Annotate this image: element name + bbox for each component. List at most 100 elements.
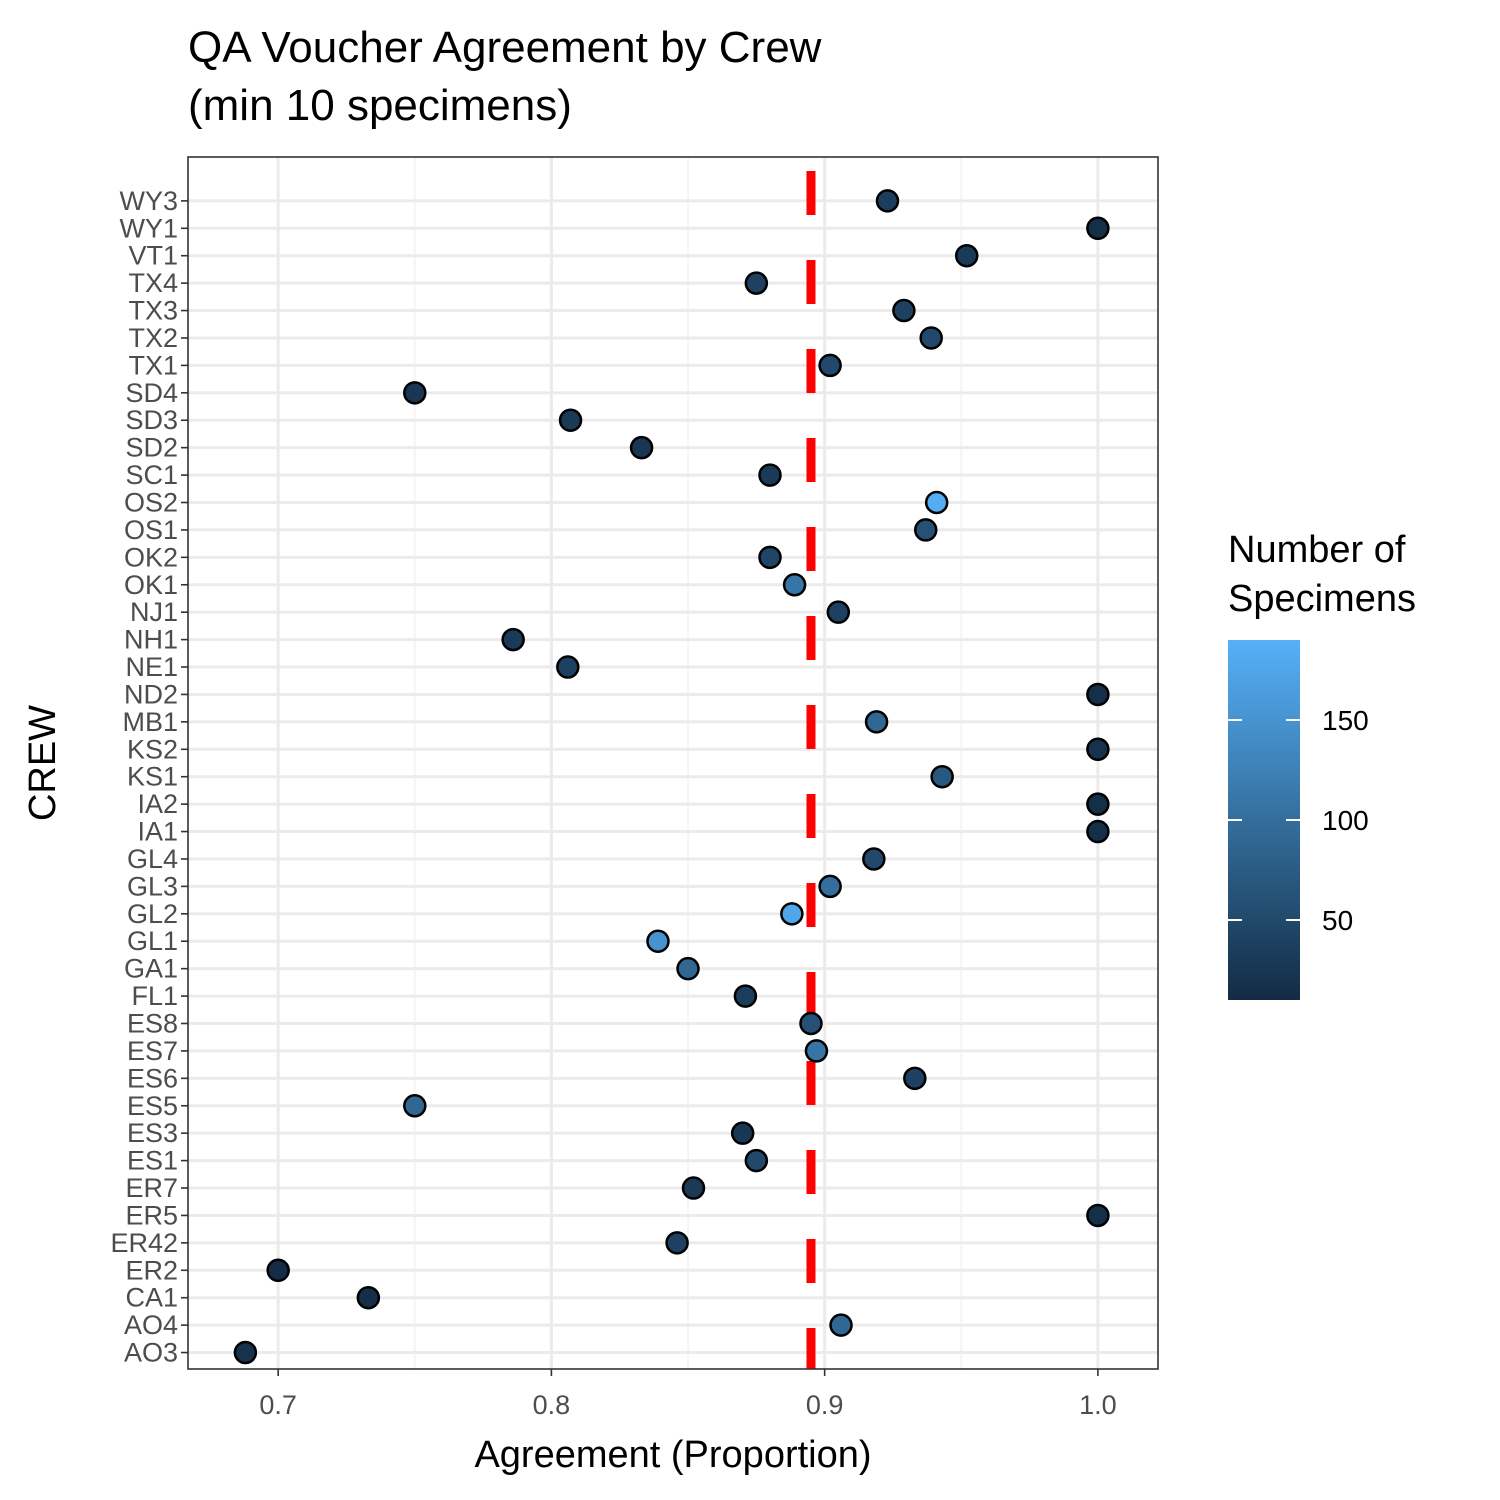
data-point-es7 <box>804 1039 829 1063</box>
data-point-vt1 <box>954 243 979 268</box>
data-point-nj1 <box>826 600 851 624</box>
data-point-es3 <box>730 1121 755 1145</box>
data-point-es1 <box>744 1148 769 1173</box>
data-point-tx4 <box>744 271 769 295</box>
data-point-tx2 <box>919 326 943 350</box>
y-tick-label: FL1 <box>131 981 178 1011</box>
y-tick-label: KS1 <box>127 762 178 792</box>
y-tick-label: ER2 <box>125 1255 178 1285</box>
y-tick-label: TX3 <box>128 296 178 326</box>
data-point-os1 <box>913 518 938 542</box>
data-point-ga1 <box>676 956 700 981</box>
data-point-ia2 <box>1086 792 1110 816</box>
data-point-ok1 <box>782 573 807 597</box>
y-tick-label: GL2 <box>127 899 178 929</box>
data-points <box>233 189 1110 1365</box>
chart-title-line2: (min 10 specimens) <box>188 81 572 130</box>
y-tick-label: NJ1 <box>130 597 178 627</box>
data-point-nh1 <box>501 627 525 652</box>
y-tick-label: ES6 <box>127 1063 178 1093</box>
y-tick-label: MB1 <box>122 707 178 737</box>
legend-title-line1: Number of <box>1228 529 1406 571</box>
data-point-ks1 <box>930 764 954 789</box>
y-axis-title: CREW <box>22 705 64 821</box>
y-tick-label: KS2 <box>127 734 178 764</box>
y-tick-label: WY1 <box>119 213 178 243</box>
data-point-sd4 <box>403 381 427 405</box>
y-tick-label: ES1 <box>127 1146 178 1176</box>
y-tick-label: OK1 <box>124 570 178 600</box>
y-tick-label: IA2 <box>137 789 178 819</box>
data-point-wy3 <box>875 189 900 213</box>
data-point-sd2 <box>629 435 654 460</box>
y-tick-label: SD2 <box>125 433 178 463</box>
y-axis-ticks: AO3AO4CA1ER2ER42ER5ER7ES1ES3ES5ES6ES7ES8… <box>110 186 188 1368</box>
y-tick-label: TX2 <box>128 323 178 353</box>
y-tick-label: SD3 <box>125 405 178 435</box>
x-axis-title: Agreement (Proportion) <box>474 1434 871 1476</box>
data-point-es6 <box>903 1066 927 1091</box>
data-point-os2 <box>924 490 949 515</box>
y-tick-label: TX4 <box>128 268 178 298</box>
y-tick-label: ES5 <box>127 1091 178 1121</box>
data-point-ia1 <box>1086 819 1110 844</box>
y-tick-label: ES8 <box>127 1008 178 1038</box>
legend-tick-label: 100 <box>1322 805 1369 836</box>
y-tick-label: ER42 <box>110 1228 178 1258</box>
y-tick-label: ND2 <box>124 679 178 709</box>
data-point-es8 <box>799 1011 823 1036</box>
data-point-ca1 <box>356 1285 381 1310</box>
data-point-er2 <box>266 1258 290 1283</box>
y-tick-label: OS1 <box>124 515 178 545</box>
data-point-ao3 <box>233 1340 258 1365</box>
x-tick-label: 1.0 <box>1079 1390 1117 1420</box>
data-point-fl1 <box>733 984 758 1008</box>
data-point-mb1 <box>864 710 889 734</box>
y-tick-label: CA1 <box>125 1283 178 1313</box>
data-point-gl2 <box>780 902 804 926</box>
y-tick-label: TX1 <box>128 350 178 380</box>
data-point-tx3 <box>892 298 916 323</box>
x-tick-label: 0.8 <box>533 1390 571 1420</box>
y-tick-label: GL3 <box>127 871 178 901</box>
legend-title-line2: Specimens <box>1228 578 1416 620</box>
y-tick-label: NH1 <box>124 625 178 655</box>
data-point-nd2 <box>1086 682 1110 707</box>
data-point-gl4 <box>862 847 886 871</box>
y-tick-label: OS2 <box>124 488 178 518</box>
data-point-wy1 <box>1086 216 1110 241</box>
y-tick-label: IA1 <box>137 817 178 847</box>
chart-title-line1: QA Voucher Agreement by Crew <box>188 23 822 72</box>
x-tick-label: 0.7 <box>259 1390 297 1420</box>
y-tick-label: AO3 <box>124 1338 178 1368</box>
data-point-ne1 <box>556 655 580 679</box>
y-tick-label: GL4 <box>127 844 178 874</box>
y-tick-label: WY3 <box>119 186 178 216</box>
y-tick-label: ER5 <box>125 1200 178 1230</box>
plot-border <box>187 156 1159 1370</box>
y-tick-label: OK2 <box>124 542 178 572</box>
data-point-ks2 <box>1086 737 1110 762</box>
data-point-ok2 <box>758 545 782 570</box>
legend-tick-label: 50 <box>1322 905 1353 936</box>
plot-panel <box>188 157 1158 1369</box>
y-tick-label: AO4 <box>124 1310 178 1340</box>
data-point-ao4 <box>829 1313 853 1337</box>
y-tick-label: SC1 <box>125 460 178 490</box>
gridlines <box>188 157 1158 1369</box>
data-point-sc1 <box>758 463 782 487</box>
y-tick-label: ES3 <box>127 1118 178 1148</box>
legend-ticks: 50 100 150 <box>1228 705 1369 936</box>
data-point-tx1 <box>818 353 842 378</box>
y-tick-label: GA1 <box>124 954 178 984</box>
x-axis-ticks: 0.7 0.8 0.9 1.0 <box>259 1369 1117 1420</box>
data-point-gl3 <box>818 874 842 899</box>
y-tick-label: ER7 <box>125 1173 178 1203</box>
data-point-es5 <box>403 1094 427 1118</box>
y-tick-label: SD4 <box>125 378 178 408</box>
data-point-er5 <box>1086 1203 1110 1228</box>
y-tick-label: NE1 <box>125 652 178 682</box>
data-point-gl1 <box>646 929 670 953</box>
legend: Number of Specimens 50 100 150 <box>1228 529 1416 1000</box>
